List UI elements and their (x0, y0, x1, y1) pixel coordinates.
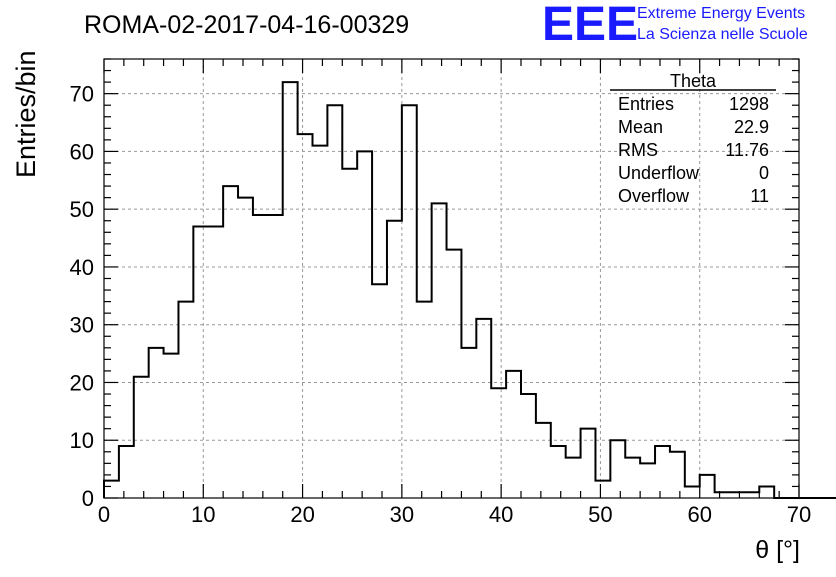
x-tick-label: 0 (98, 502, 110, 527)
chart-title: ROMA-02-2017-04-16-00329 (84, 11, 409, 39)
histogram-bin (566, 458, 581, 498)
histogram-bin (461, 348, 476, 498)
stats-label: Mean (618, 117, 663, 137)
y-tick-label: 50 (70, 197, 94, 222)
histogram-bin (581, 429, 596, 498)
stats-value: 1298 (729, 94, 769, 114)
axis-ticks (103, 58, 800, 499)
histogram-bin (208, 227, 223, 498)
stats-label: Entries (618, 94, 674, 114)
histogram-bin (700, 475, 715, 498)
logo-line2: La Scienza nelle Scuole (637, 26, 808, 43)
histogram-bin (134, 377, 149, 498)
x-axis-label: θ [°] (755, 536, 800, 564)
histogram-bin (595, 481, 610, 498)
histogram-bin (640, 463, 655, 498)
histogram-bin (744, 492, 759, 498)
histogram-series (103, 81, 836, 499)
histogram-bin (372, 284, 387, 498)
histogram-bin (178, 302, 193, 498)
histogram-bin (655, 446, 670, 498)
histogram-bin (551, 446, 566, 498)
histogram-bin (610, 440, 625, 498)
histogram-bin (149, 348, 164, 498)
y-tick-label: 30 (70, 313, 94, 338)
x-tick-label: 70 (787, 502, 811, 527)
histogram-bin (521, 394, 536, 498)
x-tick-labels: 0 10 20 30 40 50 60 70 (98, 502, 811, 527)
histogram-bin (491, 388, 506, 498)
x-tick-label: 10 (191, 502, 215, 527)
eee-logo: EEE Extreme Energy Events La Scienza nel… (542, 0, 808, 51)
histogram-bin (268, 215, 283, 498)
x-tick-label: 60 (687, 502, 711, 527)
histogram-bin (670, 452, 685, 498)
x-tick-label: 40 (489, 502, 513, 527)
histogram-bin (506, 371, 521, 498)
histogram-bin (759, 486, 774, 498)
y-tick-label: 70 (70, 82, 94, 107)
eee-logo-mark: EEE (542, 0, 638, 51)
histogram-bin (119, 446, 134, 498)
stats-title: Theta (670, 71, 717, 91)
histogram-bin (417, 302, 432, 498)
histogram-bin (283, 82, 298, 498)
histogram-bin (342, 169, 357, 498)
histogram-bin (536, 423, 551, 498)
stats-value: 0 (759, 163, 769, 183)
histogram-bin (357, 151, 372, 498)
histogram-bin (104, 481, 119, 498)
histogram-bin (327, 105, 342, 498)
stats-box: Theta Entries 1298 Mean 22.9 RMS 11.76 Underfl… (610, 71, 776, 206)
histogram-bin (223, 186, 238, 498)
x-tick-label: 50 (588, 502, 612, 527)
histogram-bin (447, 250, 462, 498)
histogram-bin (193, 227, 208, 498)
histogram-bin (432, 203, 447, 498)
stats-label: RMS (618, 140, 658, 160)
stats-label: Underflow (618, 163, 700, 183)
histogram-bin (164, 354, 179, 498)
x-tick-label: 20 (290, 502, 314, 527)
histogram-bin (238, 198, 253, 498)
histogram-bin (730, 492, 745, 498)
histogram-bin (313, 146, 328, 498)
stats-label: Overflow (618, 186, 690, 206)
histogram-bin (625, 458, 640, 498)
stats-value: 11 (750, 186, 769, 206)
y-tick-label: 20 (70, 370, 94, 395)
histogram-bin (298, 134, 313, 498)
stats-value: 11.76 (725, 140, 769, 160)
y-tick-label: 60 (70, 139, 94, 164)
logo-line1: Extreme Energy Events (637, 5, 805, 22)
histogram-bin (715, 492, 730, 498)
y-tick-label: 40 (70, 255, 94, 280)
stats-value: 22.9 (734, 117, 769, 137)
y-axis-label: Entries/bin (11, 50, 41, 178)
histogram-bin (253, 215, 268, 498)
histogram-bin (685, 486, 700, 498)
histogram-bin (387, 221, 402, 498)
x-tick-label: 30 (390, 502, 414, 527)
histogram-bin (476, 319, 491, 498)
y-tick-label: 10 (70, 428, 94, 453)
stats-rows: Entries 1298 Mean 22.9 RMS 11.76 Underflow 0 Ove… (618, 94, 769, 206)
y-tick-label: 0 (82, 486, 94, 511)
histogram-bin (402, 105, 417, 498)
y-tick-labels: 0 10 20 30 40 50 60 70 (70, 82, 94, 511)
